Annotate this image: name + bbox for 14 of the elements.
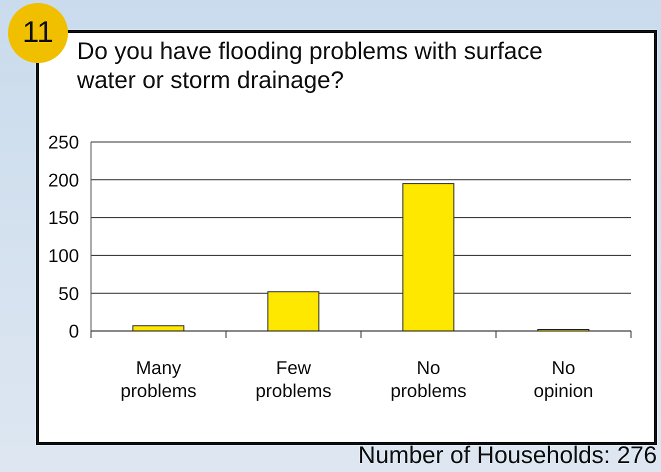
bar — [132, 325, 184, 331]
x-tick-label: No opinion — [534, 357, 594, 401]
text: Number of Households: 276 — [358, 442, 657, 470]
number-badge: 11 — [8, 3, 68, 63]
y-tick-label: 200 — [48, 169, 79, 190]
y-tick-label: 50 — [58, 282, 79, 304]
x-tick-label: No problems — [390, 357, 467, 401]
y-tick-label: 150 — [48, 207, 79, 228]
chart-title: Do you have flooding problems with surface water or storm drainage? — [77, 37, 544, 95]
y-tick-label: 250 — [48, 132, 79, 153]
x-tick-label: Few problems — [255, 357, 332, 401]
y-tick-label: 100 — [48, 244, 79, 266]
x-tick-label: Many problems — [120, 357, 197, 401]
y-tick-label: 0 — [68, 320, 79, 342]
